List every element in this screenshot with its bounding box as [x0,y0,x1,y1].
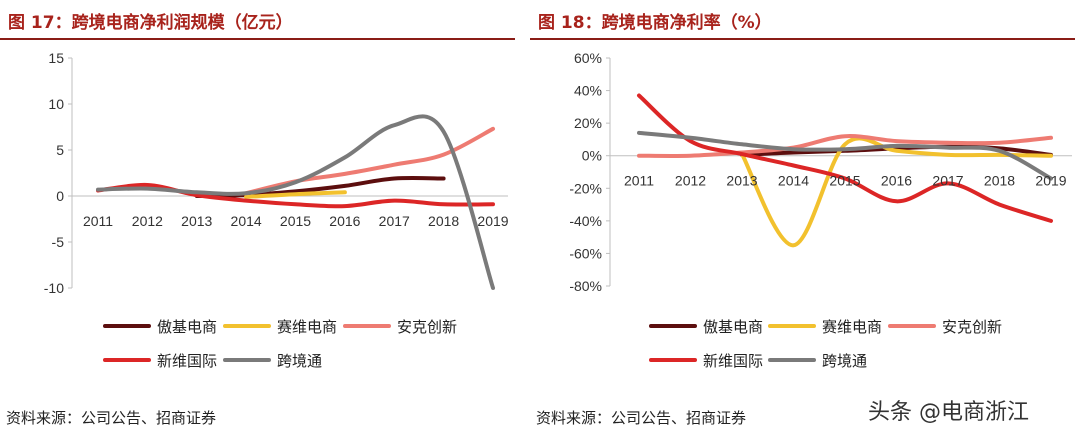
legend-label: 赛维电商 [277,318,337,336]
legend-label: 傲基电商 [157,318,217,336]
y-tick-label: 40% [574,83,602,99]
y-tick-label: -10 [44,280,64,296]
x-tick-label: 2013 [181,213,212,229]
x-tick-label: 2015 [280,213,311,229]
y-tick-label: 20% [574,115,602,131]
series-line-2 [244,190,347,199]
x-tick-label: 2014 [231,213,262,229]
series-line-4 [96,182,495,209]
x-tick-label: 2017 [379,213,410,229]
x-tick-label: 2017 [932,173,963,189]
legend-label: 新维国际 [703,352,763,370]
net-margin-chart: 60% 40% 20% 0% -20% -40% -60% -80% 2011 2012 2013 2… [569,50,1072,370]
legend-label: 安克创新 [397,318,457,336]
x-tick-label: 2014 [778,173,809,189]
chart-title: 图 17：跨境电商净利润规模（亿元） [8,13,293,33]
y-tick-label: -5 [52,234,65,250]
series-line-1 [740,144,1053,157]
source-note: 资料来源：公司公告、招商证券 [6,409,217,427]
y-tick-label: -40% [569,213,602,229]
x-tick-label: 2019 [1035,173,1066,189]
watermark: 头条 @电商浙江 [868,400,1029,425]
x-tick-label: 2019 [477,213,508,229]
y-tick-label: 0 [56,188,64,204]
series-line-3 [637,134,1053,158]
legend-label: 傲基电商 [703,318,763,336]
y-tick-label: 10 [48,96,64,112]
net-profit-chart: 15 10 5 0 -5 -10 2011 2012 2013 2014 2015 2016 2017 2… [44,50,509,370]
y-tick-label: 60% [574,50,602,66]
x-tick-label: 2011 [624,173,654,189]
panel-net-profit: 图 17：跨境电商净利润规模（亿元） 15 10 5 0 -5 -10 2011 2012 20… [0,0,515,435]
source-note: 资料来源：公司公告、招商证券 [536,409,747,427]
legend-label: 跨境通 [822,352,867,370]
legend-label: 新维国际 [157,352,217,370]
series-line-4 [637,93,1053,223]
panel-net-margin: 图 18：跨境电商净利率（%） 60% 40% 20% 0% -20% -40% -60% -… [530,0,1075,435]
y-tick-label: 0% [582,148,602,164]
x-tick-label: 2011 [83,213,113,229]
legend-label: 跨境通 [277,352,322,370]
y-tick-label: -80% [569,278,602,294]
x-tick-label: 2012 [675,173,706,189]
title-divider [0,38,515,40]
x-tick-label: 2013 [726,173,757,189]
y-tick-label: -60% [569,245,602,261]
x-tick-label: 2012 [132,213,163,229]
title-divider [530,38,1075,40]
y-tick-label: -20% [569,180,602,196]
y-tick-label: 5 [56,142,64,158]
series-line-5 [637,130,1053,181]
legend-label: 赛维电商 [822,318,882,336]
x-tick-label: 2018 [428,213,459,229]
series-line-5 [96,114,495,290]
x-tick-label: 2018 [984,173,1015,189]
x-tick-label: 2016 [881,173,912,189]
chart-title: 图 18：跨境电商净利率（%） [538,13,772,33]
x-tick-label: 2015 [829,173,860,189]
legend-label: 安克创新 [942,318,1002,336]
x-tick-label: 2016 [329,213,360,229]
y-tick-label: 15 [48,50,64,66]
